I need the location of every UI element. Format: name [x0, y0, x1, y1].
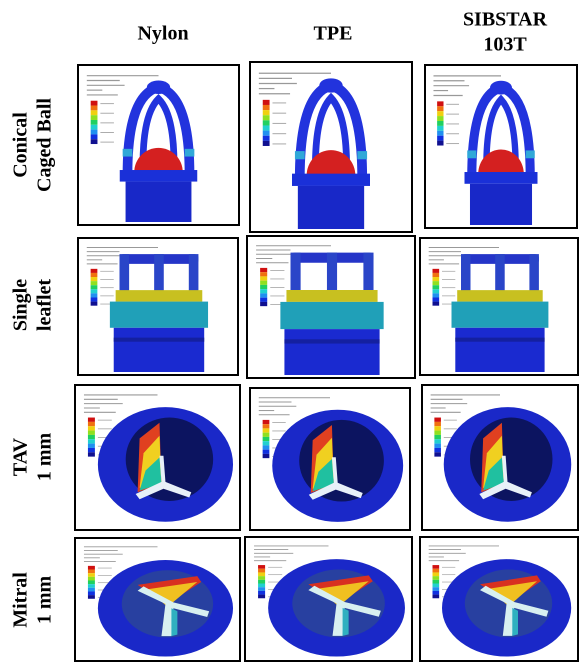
row-label: Caged Ball [34, 98, 56, 192]
panels [75, 62, 578, 661]
row-label: 1 mm [34, 576, 56, 625]
simulation-panel [75, 385, 240, 530]
simulation-panel [422, 385, 578, 530]
figure: Nylon TPE SIBSTAR 103T ConicalCaged Ball… [0, 0, 580, 662]
row-label: Mitral [10, 572, 32, 628]
simulation-panel [75, 538, 240, 661]
column-header: SIBSTAR [463, 9, 548, 31]
row-label: Single [10, 279, 32, 331]
row-label: 1 mm [34, 433, 56, 482]
simulation-panel [247, 236, 415, 378]
simulation-panel [78, 238, 238, 375]
row-label: TAV [10, 437, 32, 476]
simulation-panel [425, 65, 577, 228]
row-label: Conical [10, 112, 32, 178]
simulation-panel [250, 388, 410, 530]
simulation-panel [420, 238, 578, 375]
simulation-panel [420, 537, 578, 661]
column-header: Nylon [137, 23, 188, 45]
simulation-panel [245, 537, 412, 661]
column-header: 103T [483, 34, 527, 56]
row-label: leaflet [34, 279, 56, 332]
simulation-panel [250, 62, 412, 232]
column-header: TPE [314, 23, 353, 45]
simulation-panel [78, 65, 239, 225]
